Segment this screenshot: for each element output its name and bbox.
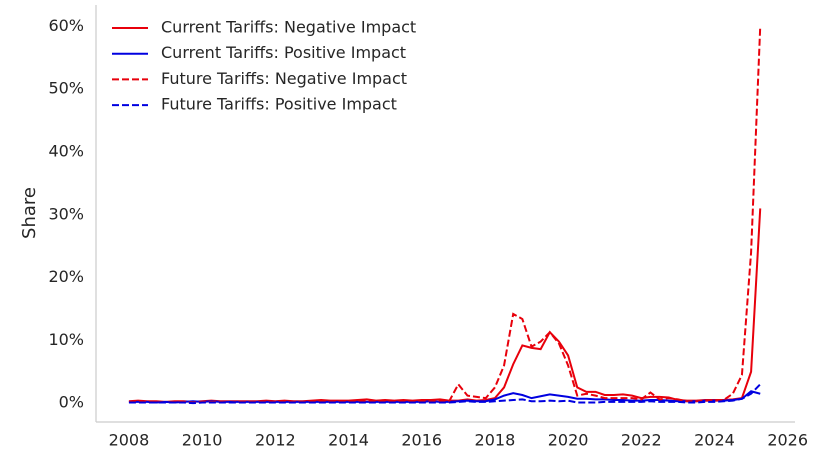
x-tick-label: 2020: [548, 431, 589, 450]
legend-label: Current Tariffs: Negative Impact: [161, 18, 416, 37]
x-tick-label: 2024: [694, 431, 735, 450]
y-tick-label: 20%: [48, 267, 84, 286]
x-tick-label: 2008: [109, 431, 150, 450]
y-tick-label: 10%: [48, 330, 84, 349]
line-series: [128, 208, 762, 403]
x-tick-label: 2018: [475, 431, 516, 450]
x-tick-label: 2014: [328, 431, 369, 450]
y-tick-label: 50%: [48, 79, 84, 98]
legend-label: Current Tariffs: Positive Impact: [161, 43, 406, 62]
legend-label: Future Tariffs: Negative Impact: [161, 69, 407, 88]
y-tick-label: 30%: [48, 204, 84, 223]
y-tick-label: 60%: [48, 16, 84, 35]
x-tick-label: 2016: [401, 431, 442, 450]
x-tick-label: 2010: [182, 431, 223, 450]
x-tick-label: 2022: [621, 431, 662, 450]
y-tick-label: 0%: [59, 393, 84, 412]
legend-label: Future Tariffs: Positive Impact: [161, 95, 397, 114]
y-tick-label: 40%: [48, 141, 84, 160]
line-series: [128, 383, 761, 405]
y-axis-label: Share: [19, 187, 40, 239]
x-tick-label: 2026: [767, 431, 808, 450]
x-tick-label: 2012: [255, 431, 296, 450]
